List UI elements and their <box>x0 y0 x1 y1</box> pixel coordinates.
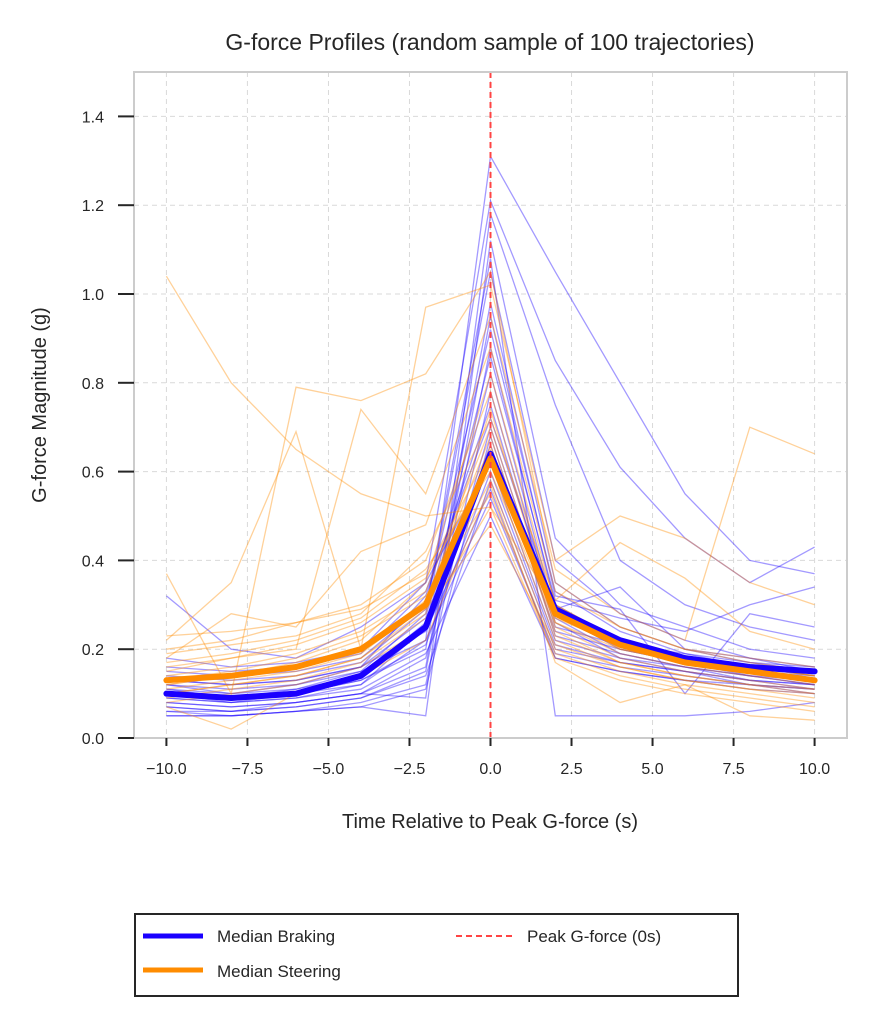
x-tick-label-7: 7.5 <box>722 761 744 778</box>
y-tick-label-2: 0.4 <box>82 553 104 570</box>
braking-trajectory-4 <box>166 271 815 695</box>
chart-title: G-force Profiles (random sample of 100 t… <box>225 29 754 55</box>
steering-trajectory-7 <box>166 407 815 695</box>
y-tick-label-0: 0.0 <box>82 731 104 748</box>
grid <box>134 72 847 739</box>
braking-trajectory-3 <box>166 240 815 717</box>
steering-trajectory-1 <box>165 270 815 696</box>
x-tick-label-5: 2.5 <box>560 761 582 778</box>
braking-trajectory-15 <box>166 496 815 690</box>
braking-trajectory-23 <box>166 487 815 690</box>
x-tick-label-0: −10.0 <box>146 761 187 778</box>
x-tick-label-3: −2.5 <box>394 761 426 778</box>
x-tick-label-6: 5.0 <box>641 761 663 778</box>
steering-trajectory-18 <box>166 416 815 655</box>
y-tick-label-3: 0.6 <box>82 465 104 482</box>
braking-trajectory-17 <box>166 258 815 717</box>
braking-trajectory-14 <box>166 478 815 713</box>
legend-frame <box>134 913 739 997</box>
y-tick-label-1: 0.2 <box>82 642 104 659</box>
y-tick-label-5: 1.0 <box>82 287 104 304</box>
y-tick-label-7: 1.4 <box>82 109 104 126</box>
legend: Median Braking Median Steering Peak G-fo… <box>134 913 739 997</box>
legend-label-median-braking: Median Braking <box>217 927 335 946</box>
y-axis-label: G-force Magnitude (g) <box>29 307 51 503</box>
x-tick-label-1: −7.5 <box>232 761 264 778</box>
steering-trajectory-11 <box>166 478 815 704</box>
x-tick-label-4: 0.0 <box>479 761 501 778</box>
x-tick-label-2: −5.0 <box>313 761 345 778</box>
y-tick-label-6: 1.2 <box>82 198 104 215</box>
braking-trajectory-9 <box>166 391 815 717</box>
median-line-steering <box>163 455 818 684</box>
x-tick-label-8: 10.0 <box>799 761 830 778</box>
legend-label-peak-gforce: Peak G-force (0s) <box>527 927 661 946</box>
axis-ticks: −10.0 −7.5 −5.0 −2.5 0.0 2.5 5.0 7.5 10.0 0.0 0.2 0… <box>82 109 831 778</box>
braking-trajectory-1 <box>165 198 815 659</box>
y-tick-label-4: 0.8 <box>82 376 104 393</box>
legend-label-median-steering: Median Steering <box>217 962 341 981</box>
x-axis-label: Time Relative to Peak G-force (s) <box>342 811 638 833</box>
